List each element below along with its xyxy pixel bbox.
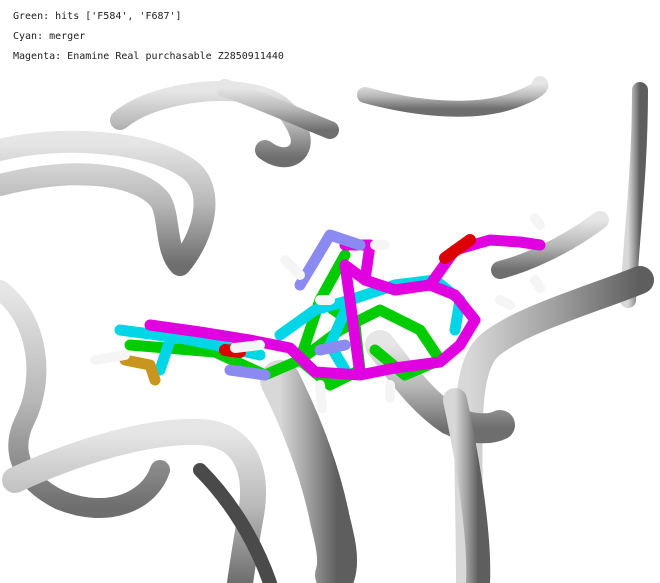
legend-green: Green: hits ['F584', 'F687'] — [13, 11, 182, 22]
sulfur-atoms — [119, 354, 161, 386]
ribbon-bottom-left — [2, 418, 266, 583]
nitrogen-atoms — [224, 229, 366, 381]
protein-ribbons — [0, 76, 654, 583]
ribbon-right-mid — [491, 211, 609, 279]
legend: Green: hits ['F584', 'F687'] Cyan: merge… — [13, 7, 284, 67]
legend-cyan: Cyan: merger — [13, 31, 86, 42]
legend-magenta: Magenta: Enamine Real purchasable Z28509… — [13, 51, 284, 62]
ribbon-middle — [260, 360, 358, 583]
ribbon-loop-top-left — [0, 130, 216, 276]
ribbon-top-right — [357, 76, 549, 117]
ribbon-top-center — [216, 79, 339, 139]
hydrogen-atoms — [90, 213, 545, 413]
ribbon-left-arc — [0, 280, 170, 518]
ribbon-lower-right-cap — [443, 388, 491, 583]
ribbon-bottom-center — [193, 463, 277, 583]
ligand-overlay — [90, 213, 546, 413]
